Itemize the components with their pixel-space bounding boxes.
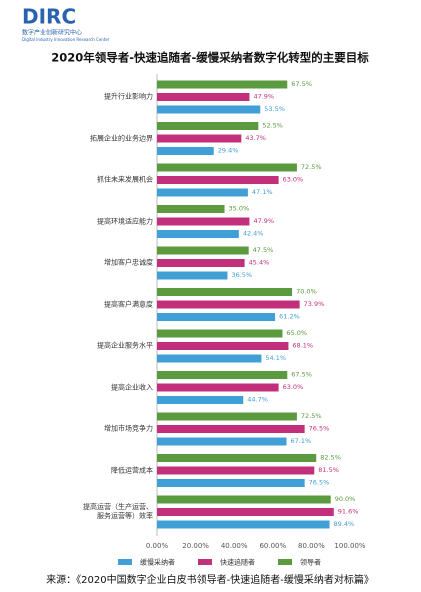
bar <box>157 342 289 350</box>
value-label: 29.4% <box>218 147 239 155</box>
value-label: 67.1% <box>291 437 312 445</box>
bar <box>157 520 330 529</box>
value-label: 91.6% <box>338 508 359 516</box>
category-label: 提高客户满意度 <box>104 300 153 308</box>
org-cn: 数字产业创新研究中心 <box>22 29 82 37</box>
x-tick-label: 60.00% <box>259 542 286 550</box>
bar <box>157 329 283 338</box>
value-label: 36.5% <box>231 271 252 279</box>
category-label: 降低运营成本 <box>111 466 153 474</box>
legend-label: 缓慢采纳者 <box>140 558 175 567</box>
value-label: 73.9% <box>304 300 325 308</box>
bar <box>157 188 248 197</box>
value-label: 35.0% <box>229 205 250 213</box>
bar <box>157 396 244 404</box>
value-label: 53.5% <box>264 105 285 113</box>
bar <box>157 466 315 475</box>
bar <box>157 230 239 238</box>
bar <box>157 134 242 143</box>
x-tick-label: 80.00% <box>298 542 325 550</box>
value-label: 43.7% <box>245 134 266 142</box>
bar <box>157 217 250 226</box>
value-label: 47.9% <box>253 93 274 101</box>
bar <box>157 246 249 255</box>
value-label: 42.4% <box>243 230 264 238</box>
value-label: 44.7% <box>247 396 268 404</box>
x-tick-label: 100.00% <box>334 542 365 550</box>
category-label: 提升行业影响力 <box>104 92 153 101</box>
value-label: 90.0% <box>335 495 356 503</box>
value-label: 89.4% <box>334 520 355 528</box>
value-label: 52.5% <box>262 122 283 130</box>
legend-swatch <box>278 559 292 565</box>
bar <box>157 147 214 155</box>
value-label: 68.1% <box>292 342 313 350</box>
bar <box>157 163 297 172</box>
value-label: 63.0% <box>283 383 304 391</box>
category-label: 抓住未来发展机会 <box>97 175 153 184</box>
legend-label: 领导者 <box>300 558 321 567</box>
bar <box>157 105 261 114</box>
org-en: Digital Industry Innovation Research Cen… <box>22 37 110 42</box>
legend-label: 快速追随者 <box>220 558 255 567</box>
value-label: 72.5% <box>301 163 322 171</box>
bar <box>157 205 225 213</box>
value-label: 67.5% <box>291 80 312 88</box>
category-label: 拓展企业的业务边界 <box>90 134 153 142</box>
bar <box>157 412 297 421</box>
bar <box>157 288 293 296</box>
value-label: 54.1% <box>265 354 286 362</box>
value-label: 67.5% <box>291 371 312 379</box>
value-label: 47.9% <box>253 217 274 225</box>
bar <box>157 479 305 487</box>
legend-swatch <box>118 559 132 565</box>
chart-title: 2020年领导者-快速追随者-缓慢采纳者数字化转型的主要目标 <box>51 51 369 65</box>
bar <box>157 508 334 516</box>
bar <box>157 93 250 101</box>
category-label: 增加市场竞争力 <box>104 424 153 433</box>
legend-swatch <box>198 559 212 565</box>
category-label: 提高环境适应能力 <box>97 217 153 225</box>
value-label: 61.2% <box>279 313 300 321</box>
x-tick-label: 0.00% <box>146 542 169 550</box>
value-label: 47.1% <box>252 188 273 196</box>
value-label: 82.5% <box>320 454 341 462</box>
value-label: 45.4% <box>249 259 270 267</box>
bar <box>157 454 317 462</box>
bar <box>157 80 288 89</box>
value-label: 76.5% <box>309 425 330 433</box>
value-label: 81.5% <box>318 466 339 474</box>
category-label: 提高企业服务水平 <box>97 341 153 350</box>
source: 来源：《2020中国数字企业白皮书领导者-快速追随者-缓慢采纳者对标篇》 <box>46 573 374 586</box>
value-label: 63.0% <box>283 176 304 184</box>
value-label: 65.0% <box>286 329 307 337</box>
bar <box>157 437 287 446</box>
value-label: 70.0% <box>296 288 317 296</box>
x-tick-label: 20.00% <box>182 542 209 550</box>
logo: DIRC <box>22 5 76 29</box>
value-label: 72.5% <box>301 412 322 420</box>
bar <box>157 425 305 433</box>
bar <box>157 122 259 130</box>
value-label: 47.5% <box>253 246 274 254</box>
bar <box>157 371 288 379</box>
bar <box>157 354 262 363</box>
bar <box>157 271 228 280</box>
category-label: 提高企业收入 <box>111 383 153 391</box>
x-tick-label: 40.00% <box>221 542 248 550</box>
bar <box>157 313 276 321</box>
value-label: 76.5% <box>309 479 330 487</box>
bar <box>157 176 279 184</box>
bar <box>157 383 279 392</box>
category-label: 增加客户忠诚度 <box>104 258 153 267</box>
bar <box>157 300 300 309</box>
bar <box>157 495 331 504</box>
category-label: 提高运营（生产运营、服务运营等）效率 <box>83 503 153 520</box>
bar <box>157 259 245 267</box>
